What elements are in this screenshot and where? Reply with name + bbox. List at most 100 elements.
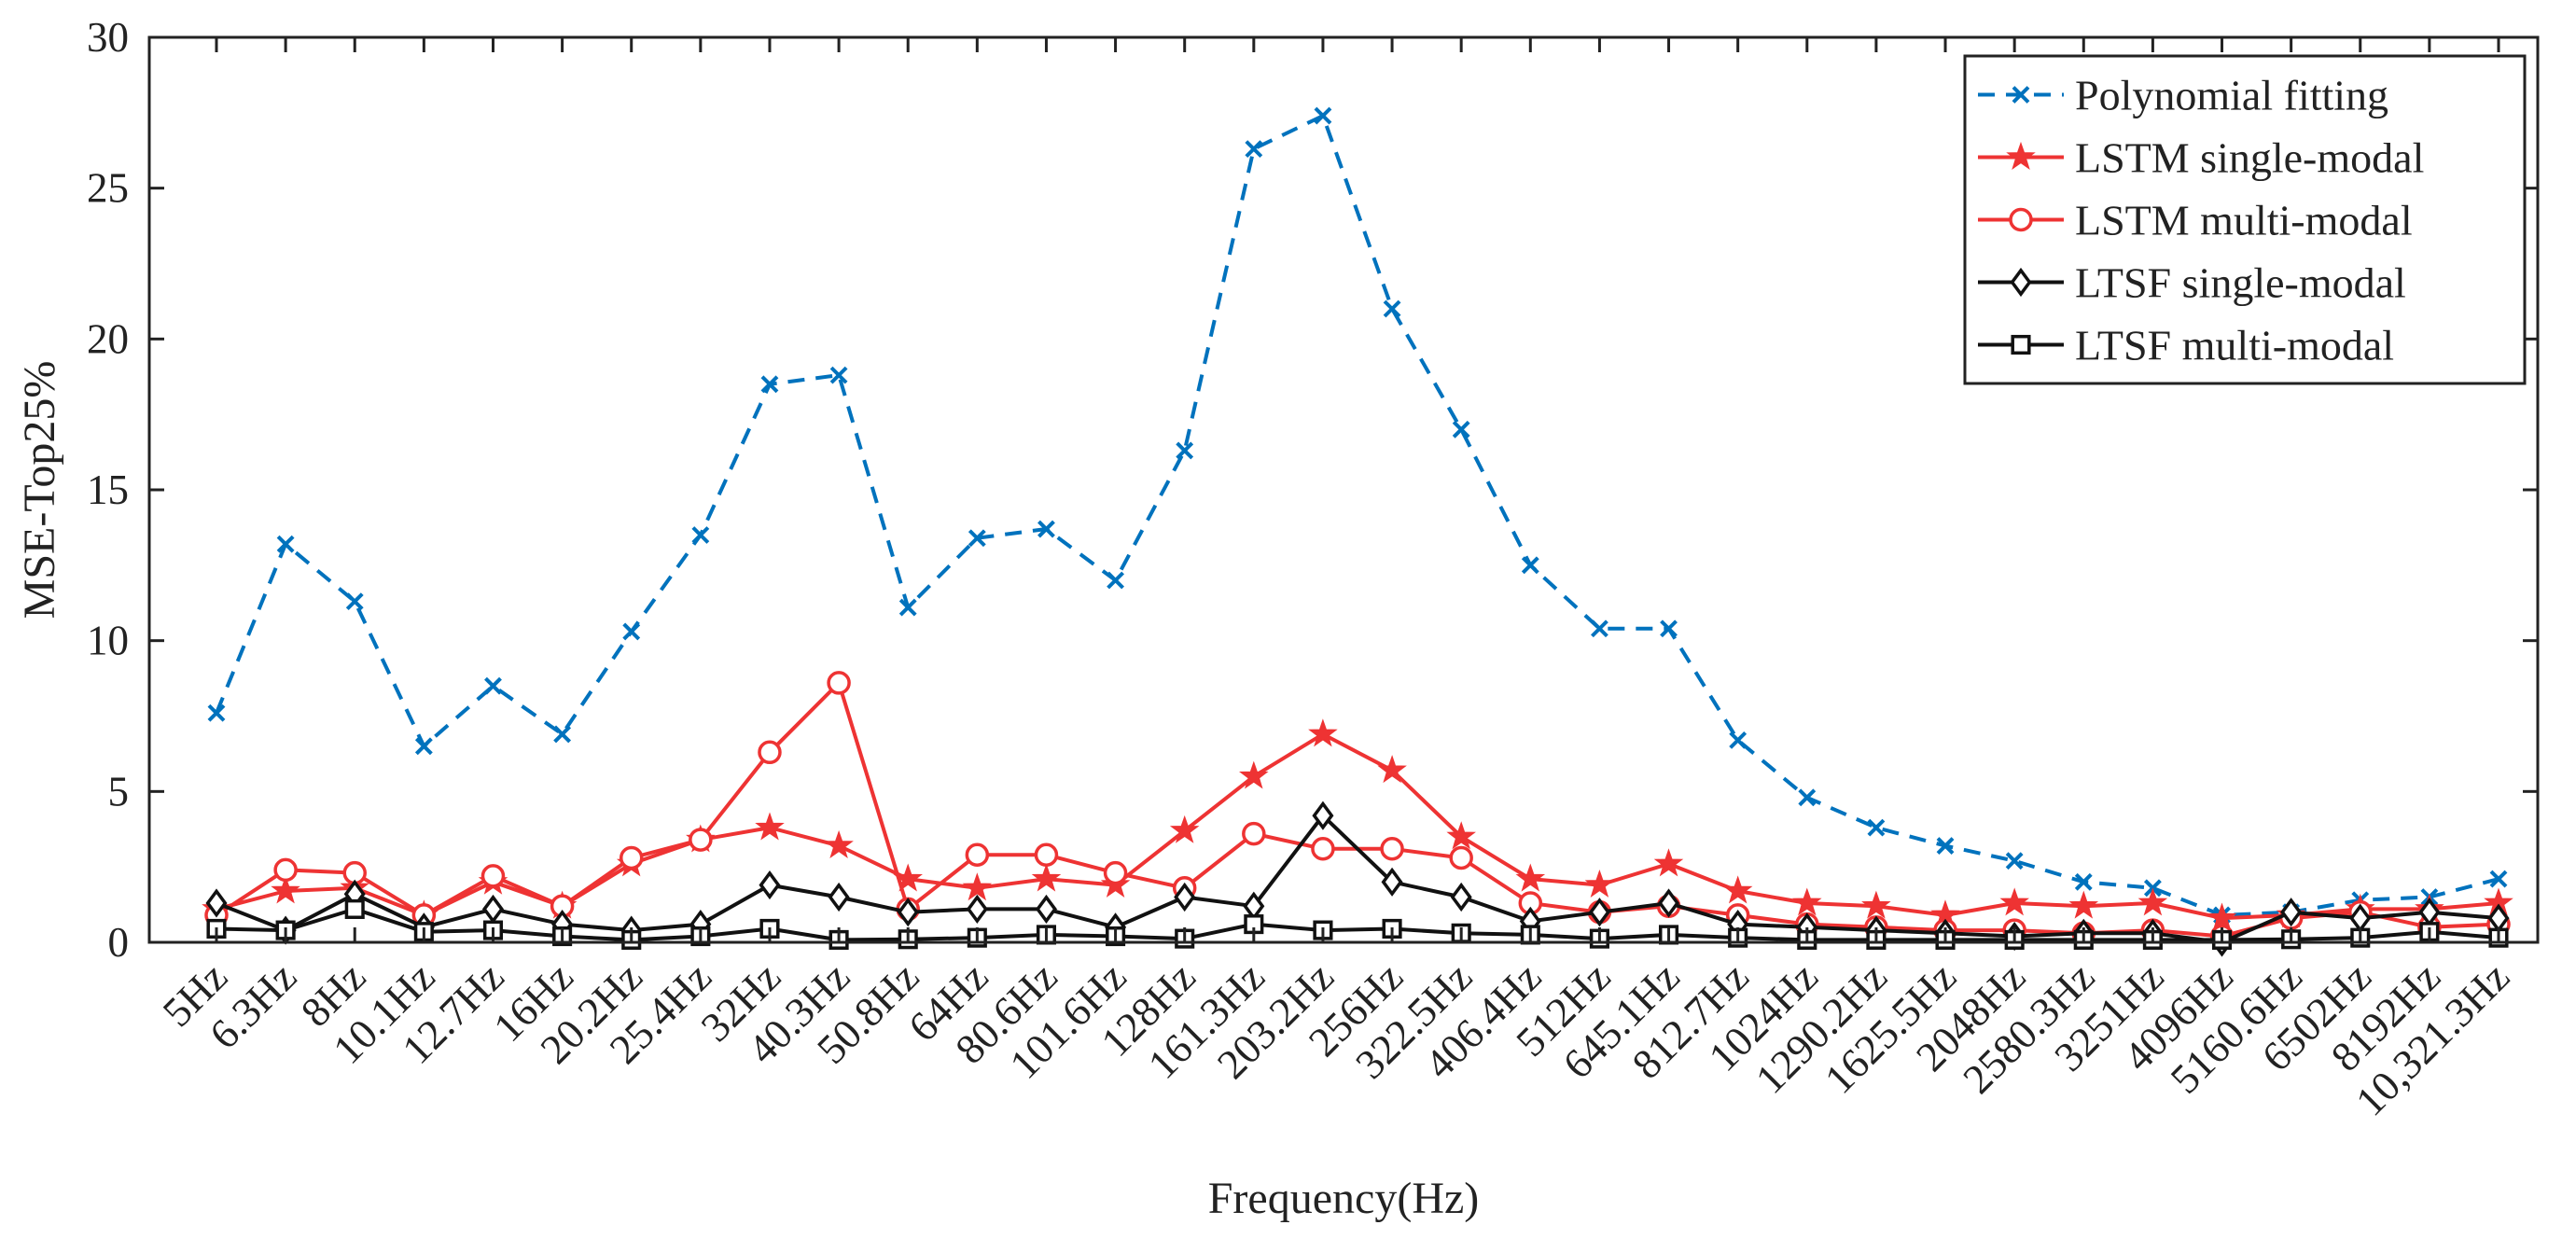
data-point xyxy=(827,671,851,695)
data-point xyxy=(414,737,433,756)
legend-item: LTSF single-modal xyxy=(1978,259,2406,307)
legend-item: LTSF multi-modal xyxy=(1978,322,2394,369)
data-point xyxy=(484,676,502,695)
data-point xyxy=(824,829,854,858)
data-point xyxy=(898,598,917,617)
data-point xyxy=(1381,867,1403,897)
data-point xyxy=(2005,852,2024,870)
data-point xyxy=(1380,837,1404,861)
series-line xyxy=(216,907,2499,942)
data-point xyxy=(1174,882,1196,912)
legend-marker xyxy=(2006,141,2036,170)
y-axis: 0 5 10 15 20 25 30 xyxy=(87,14,2538,966)
data-point xyxy=(344,898,365,919)
data-point xyxy=(271,875,300,904)
data-point xyxy=(1103,860,1128,885)
data-point xyxy=(1792,887,1822,916)
legend: Polynomial fitting LSTM single-modal LSTM … xyxy=(1963,54,2527,385)
data-point xyxy=(1861,890,1891,919)
data-point xyxy=(1383,299,1401,318)
y-tick-label: 20 xyxy=(87,315,129,362)
series-line xyxy=(216,731,2499,921)
y-tick-label: 0 xyxy=(108,919,130,966)
series-line xyxy=(216,814,2499,944)
series-line xyxy=(215,114,2499,917)
data-point xyxy=(1450,882,1472,912)
data-point xyxy=(1722,875,1753,904)
legend-label: LTSF single-modal xyxy=(2075,259,2406,307)
y-tick-label: 30 xyxy=(87,14,129,61)
y-axis-label: MSE-Top25% xyxy=(15,361,64,620)
data-point xyxy=(691,526,710,544)
legend-label: LTSF multi-modal xyxy=(2075,322,2394,369)
data-point xyxy=(1999,887,2029,916)
data-point xyxy=(689,828,713,852)
data-point xyxy=(897,898,919,927)
data-point xyxy=(2280,898,2303,927)
data-point xyxy=(276,535,295,553)
series-lstm-single-modal xyxy=(202,718,2513,931)
data-point xyxy=(1169,814,1200,843)
data-point xyxy=(1308,718,1338,747)
data-point xyxy=(1034,842,1059,867)
data-point xyxy=(1377,755,1407,784)
data-point xyxy=(1035,894,1057,925)
data-point xyxy=(758,740,782,765)
data-point xyxy=(1449,845,1473,870)
data-point xyxy=(1031,863,1062,892)
series-polynomial-fitting xyxy=(207,106,2508,925)
data-point xyxy=(965,842,990,867)
data-point xyxy=(760,375,779,394)
data-point xyxy=(1660,620,1678,638)
legend-item: LSTM single-modal xyxy=(1978,134,2424,182)
data-point xyxy=(1452,420,1470,439)
data-point xyxy=(205,888,228,918)
data-point xyxy=(759,870,781,900)
data-point xyxy=(553,725,572,744)
legend-label: LSTM single-modal xyxy=(2075,134,2424,182)
data-point xyxy=(1798,788,1817,807)
data-point xyxy=(962,872,993,901)
data-point xyxy=(1658,888,1680,918)
data-point xyxy=(829,366,848,384)
legend-label: Polynomial fitting xyxy=(2075,72,2388,119)
data-point xyxy=(1588,898,1610,927)
data-point xyxy=(1729,731,1748,749)
data-point xyxy=(1176,441,1194,460)
data-point xyxy=(1037,520,1055,538)
data-point xyxy=(1314,106,1332,125)
y-tick-label: 15 xyxy=(87,466,129,513)
legend-label: LSTM multi-modal xyxy=(2075,197,2413,244)
y-tick-label: 10 xyxy=(87,618,129,664)
legend-marker xyxy=(2011,334,2031,355)
data-point xyxy=(1653,848,1684,877)
legend-item: LSTM multi-modal xyxy=(1978,197,2413,244)
data-point xyxy=(2489,870,2508,888)
data-point xyxy=(966,894,988,925)
data-point xyxy=(273,857,298,883)
data-point xyxy=(622,622,641,641)
legend-marker xyxy=(2012,86,2030,104)
data-point xyxy=(345,592,364,611)
y-tick-label: 25 xyxy=(87,165,129,212)
data-point xyxy=(2068,890,2099,919)
data-point xyxy=(968,529,986,548)
data-point xyxy=(207,703,226,722)
y-tick-label: 5 xyxy=(108,768,130,814)
data-point xyxy=(1242,821,1266,846)
series-layer xyxy=(202,106,2513,957)
data-point xyxy=(1245,140,1263,159)
data-point xyxy=(1591,620,1608,638)
data-point xyxy=(755,812,785,841)
data-point xyxy=(1936,837,1955,855)
data-point xyxy=(1312,800,1334,830)
data-point xyxy=(1311,837,1335,861)
data-point xyxy=(828,882,850,912)
data-point xyxy=(1521,556,1539,575)
data-point xyxy=(1239,760,1269,789)
data-point xyxy=(2137,887,2168,916)
data-point xyxy=(619,845,644,870)
data-point xyxy=(480,864,506,888)
legend-marker xyxy=(2010,267,2032,298)
